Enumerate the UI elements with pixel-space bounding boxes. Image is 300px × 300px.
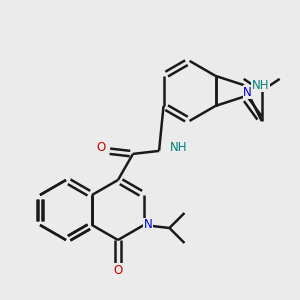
Text: O: O [113, 263, 123, 277]
Text: NH: NH [252, 79, 269, 92]
Text: N: N [243, 85, 252, 99]
Text: N: N [144, 218, 153, 232]
Text: O: O [96, 141, 106, 154]
Text: NH: NH [169, 141, 187, 154]
